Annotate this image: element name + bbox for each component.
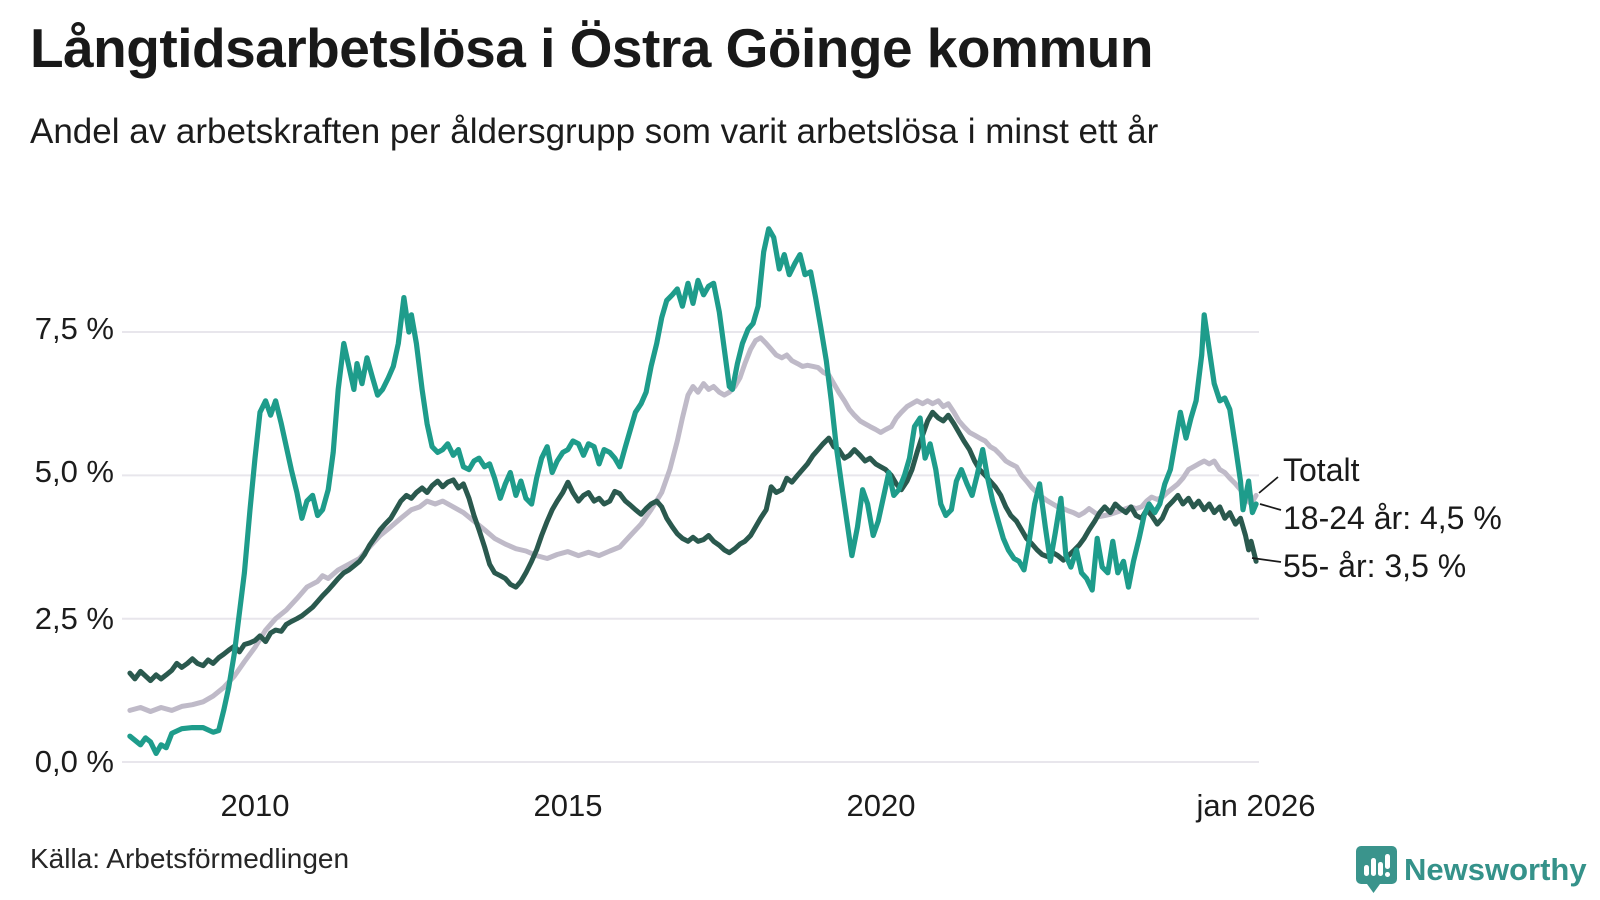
series-line-18-24 år — [127, 226, 1259, 757]
connector-55 — [1251, 557, 1282, 563]
y-axis-label-2-5: 2,5 % — [34, 601, 114, 636]
x-axis-label-jan-2026: jan 2026 — [1196, 788, 1316, 823]
series-line-55- år — [127, 409, 1259, 684]
end-label-18-24: 18-24 år: 4,5 % — [1283, 500, 1502, 536]
series-lines — [127, 226, 1259, 757]
x-axis-label-2020: 2020 — [846, 788, 916, 823]
connector-totalt — [1258, 476, 1279, 494]
newsworthy-wordmark: Newsworthy — [1404, 852, 1587, 887]
end-label-totalt: Totalt — [1283, 452, 1360, 488]
source-text: Källa: Arbetsförmedlingen — [30, 843, 350, 874]
x-axis-label-2010: 2010 — [220, 788, 290, 823]
series-line-Totalt — [127, 335, 1259, 714]
end-label-55: 55- år: 3,5 % — [1283, 548, 1467, 584]
page-subtitle: Andel av arbetskraften per åldersgrupp s… — [30, 112, 1159, 151]
gridlines — [122, 331, 1259, 763]
page-title: Långtidsarbetslösa i Östra Göinge kommun — [30, 17, 1154, 79]
x-axis-label-2015: 2015 — [533, 788, 603, 823]
y-axis-label-7-5: 7,5 % — [34, 311, 114, 346]
y-axis-label-0-0: 0,0 % — [34, 744, 114, 779]
y-axis-label-5-0: 5,0 % — [34, 454, 114, 489]
end-label-connectors — [1251, 476, 1282, 563]
newsworthy-logo-icon — [1356, 846, 1397, 893]
connector-18-24 — [1259, 503, 1282, 511]
